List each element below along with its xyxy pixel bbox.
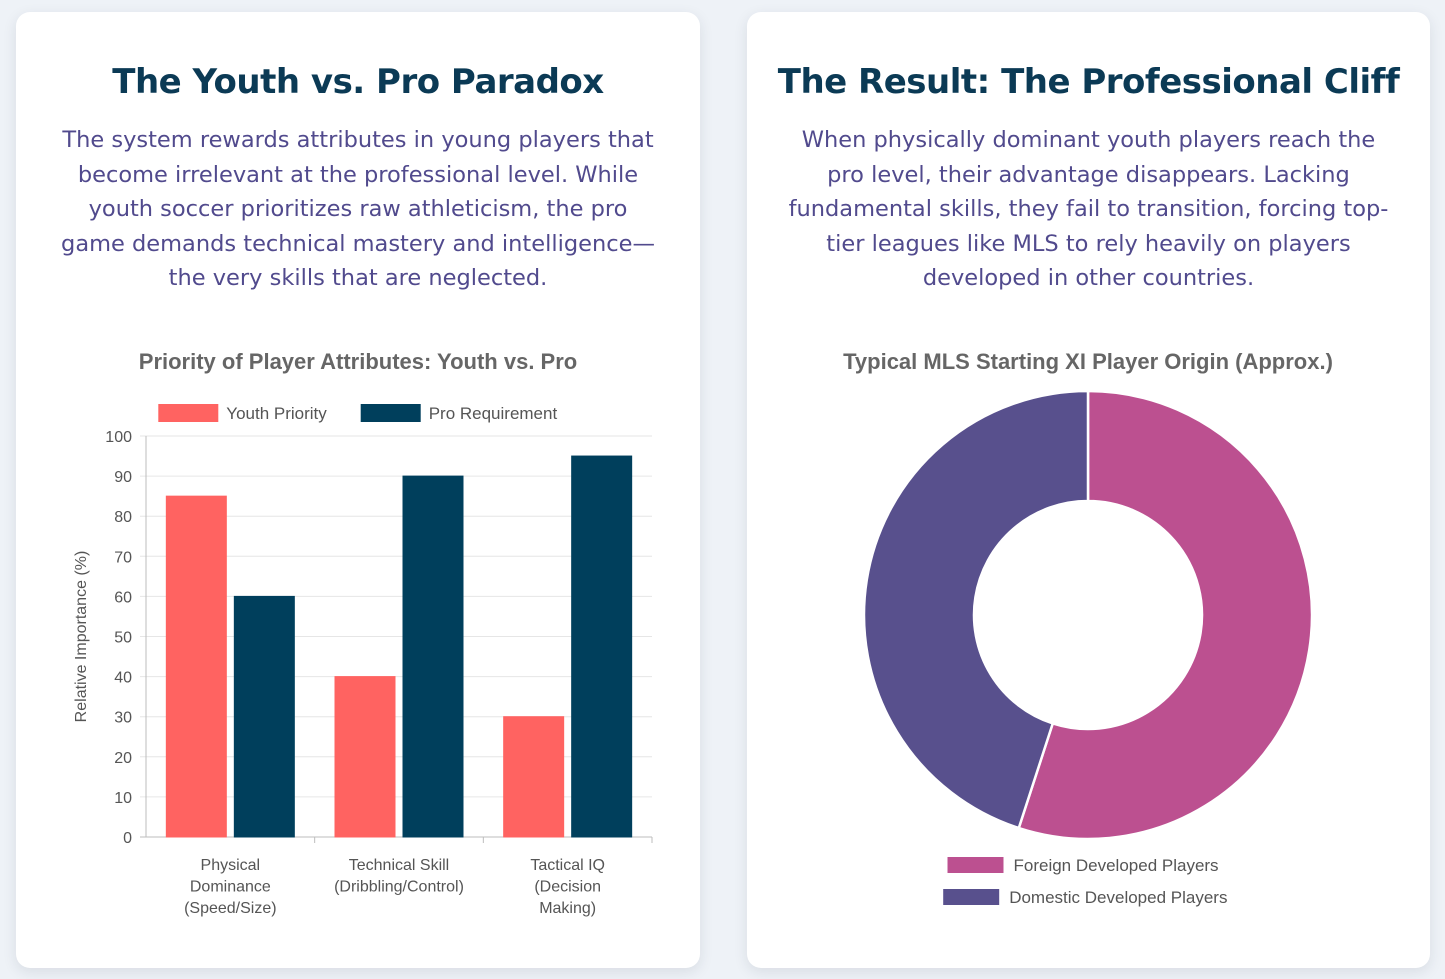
y-tick-label: 100: [105, 429, 132, 446]
left-card: The Youth vs. Pro Paradox The system rew…: [16, 12, 700, 968]
doughnut-legend-label-2: Domestic Developed Players: [1009, 888, 1227, 907]
legend-swatch-2: [360, 404, 421, 422]
doughnut-slice-foreign: [1017, 389, 1314, 841]
left-card-description: The system rewards attributes in young p…: [61, 127, 655, 292]
legend-swatch-1: [158, 404, 219, 422]
y-tick-label: 10: [114, 790, 132, 807]
y-tick-label: 40: [114, 670, 132, 687]
bar-youth-1: [165, 495, 227, 838]
y-tick-label: 50: [114, 630, 132, 647]
legend-label-2: Pro Requirement: [429, 404, 558, 423]
doughnut-chart-title: Typical MLS Starting XI Player Origin (A…: [843, 349, 1333, 374]
y-tick-label: 20: [114, 750, 132, 767]
y-tick-label: 80: [114, 509, 132, 526]
bar-youth-2: [334, 676, 396, 838]
x-tick-label-1: Physical Dominance (Speed/Size): [184, 857, 277, 917]
x-tick-label-2: Technical Skill (Dribbling/Control): [334, 857, 464, 896]
y-tick-label: 70: [114, 549, 132, 566]
x-tick-label-3: Tactical IQ (Decision Making): [530, 857, 605, 917]
right-card: The Result: The Professional Cliff When …: [747, 12, 1430, 968]
bar-chart-title: Priority of Player Attributes: Youth vs.…: [139, 349, 577, 374]
y-tick-label: 30: [114, 710, 132, 727]
doughnut-legend-swatch-2: [943, 889, 1000, 905]
doughnut-legend-label-1: Foreign Developed Players: [1014, 856, 1219, 875]
bar-pro-3: [571, 455, 633, 838]
y-tick-label: 0: [123, 830, 132, 847]
y-axis-label: Relative Importance (%): [73, 551, 90, 723]
y-tick-label: 90: [114, 469, 132, 486]
bar-pro-2: [402, 475, 464, 838]
doughnut-slice-domestic: [862, 389, 1090, 830]
legend-label-1: Youth Priority: [226, 404, 327, 423]
doughnut-chart: Typical MLS Starting XI Player Origin (A…: [843, 349, 1333, 907]
bar-pro-1: [233, 595, 295, 838]
y-tick-label: 60: [114, 589, 132, 606]
left-card-title: The Youth vs. Pro Paradox: [112, 62, 604, 102]
right-card-title: The Result: The Professional Cliff: [777, 62, 1400, 102]
bar-youth-3: [503, 716, 565, 838]
right-card-description: When physically dominant youth players r…: [788, 127, 1389, 292]
bar-chart: Priority of Player Attributes: Youth vs.…: [73, 349, 653, 917]
doughnut-legend-swatch-1: [947, 857, 1004, 873]
